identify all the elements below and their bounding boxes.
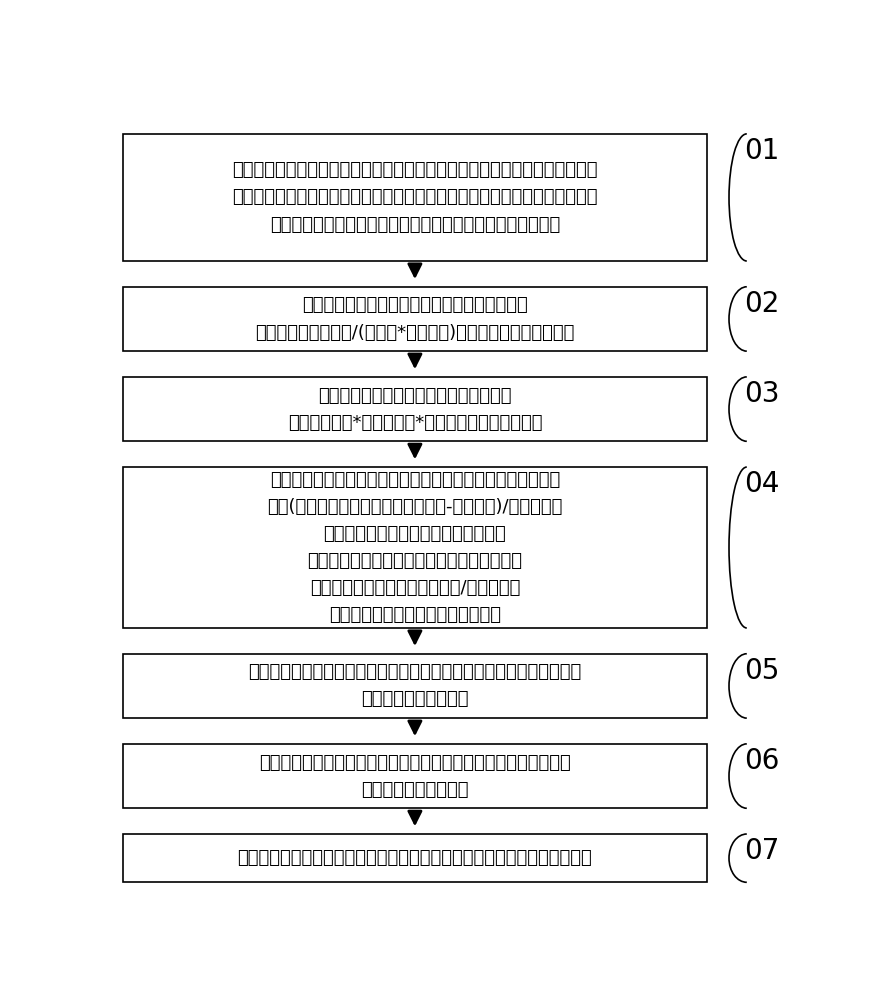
Text: 在探测位置探测位于缺陷样品的前一根样品的尾端经过探测位置，
执行第二分选延时时间: 在探测位置探测位于缺陷样品的前一根样品的尾端经过探测位置， 执行第二分选延时时间	[259, 754, 570, 799]
Text: 在脉冲信号持续状态下，样品从切断位置移动到输送带上，输送带输送样品向
分选位置移动；探测位置探测每根样品的前端和尾端经过探测位置的第一脉冲
段；探测位置探测相邻: 在脉冲信号持续状态下，样品从切断位置移动到输送带上，输送带输送样品向 分选位置移…	[232, 161, 598, 234]
Text: 04: 04	[744, 470, 780, 498]
Text: 根据第二脉冲段、脉冲单位、输送速度，
利用输送速度*第二脉冲段*脉冲单位，得出根隙长度: 根据第二脉冲段、脉冲单位、输送速度， 利用输送速度*第二脉冲段*脉冲单位，得出根…	[288, 387, 542, 432]
Bar	[123, 134, 707, 261]
Text: 06: 06	[744, 747, 780, 775]
Text: 01: 01	[744, 137, 780, 165]
Text: 07: 07	[744, 837, 780, 865]
Text: 经过第二分选延时时间，缺陷样品在分选位置上被分选偏离输送带后甩出去: 经过第二分选延时时间，缺陷样品在分选位置上被分选偏离输送带后甩出去	[238, 849, 592, 867]
Text: 当出现缺陷样品且缺陷样品移出切断位置时，执行第一分选延时时间，
缺陷样品到达探测位置: 当出现缺陷样品且缺陷样品移出切断位置时，执行第一分选延时时间， 缺陷样品到达探测…	[248, 663, 582, 708]
Bar	[123, 467, 707, 628]
Bar	[123, 287, 707, 351]
Text: 05: 05	[744, 657, 780, 685]
Bar	[123, 744, 707, 808]
Text: 根据切断位置到探测位置之间的距离、根隙长度、输送速度，
利用(切断位置到探测位置之间的距离-根隙长度)/输送速度，
得出对缺陷样品的第一分选延时时间；
根据探测: 根据切断位置到探测位置之间的距离、根隙长度、输送速度， 利用(切断位置到探测位置…	[268, 471, 562, 624]
Bar	[123, 377, 707, 441]
Text: 03: 03	[744, 380, 780, 408]
Bar	[123, 834, 707, 882]
Text: 02: 02	[744, 290, 780, 318]
Text: 根据每根样品的长度、第一脉冲段、脉冲单位，
利用每根样品的长度/(脉冲段*脉冲单位)，得出输送带的输送速度: 根据每根样品的长度、第一脉冲段、脉冲单位， 利用每根样品的长度/(脉冲段*脉冲单…	[255, 296, 575, 342]
Bar	[123, 654, 707, 718]
